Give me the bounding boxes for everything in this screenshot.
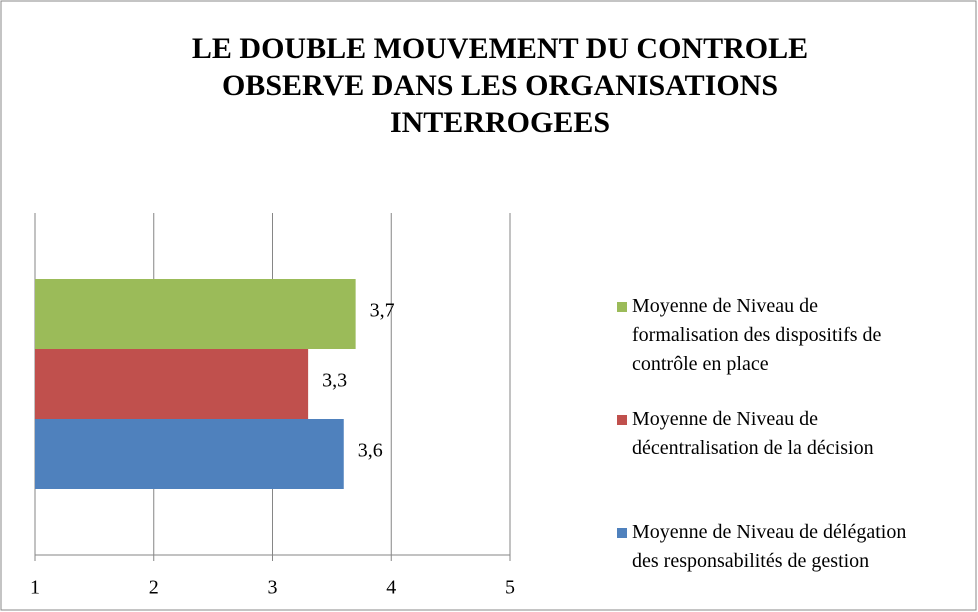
legend-label: Moyenne de Niveau de formalisation des d…	[632, 295, 882, 375]
x-tick-label: 4	[386, 577, 396, 599]
legend-swatch	[617, 415, 627, 425]
legend-swatch	[617, 302, 627, 312]
chart-title: LE DOUBLE MOUVEMENT DU CONTROLE OBSERVE …	[191, 32, 809, 139]
legend-label: Moyenne de Niveau de décentralisation de…	[632, 408, 874, 459]
x-tick-label: 5	[505, 577, 515, 599]
bar	[35, 419, 344, 489]
data-label: 3,3	[322, 370, 347, 392]
bar	[35, 279, 356, 349]
x-tick-label: 2	[149, 577, 159, 599]
x-tick-label: 1	[30, 577, 40, 599]
x-tick-label: 3	[268, 577, 278, 599]
bar	[35, 349, 309, 419]
data-label: 3,7	[370, 300, 395, 322]
legend-swatch	[617, 528, 627, 538]
data-label: 3,6	[358, 440, 383, 462]
legend-label: Moyenne de Niveau de délégation des resp…	[632, 521, 907, 572]
